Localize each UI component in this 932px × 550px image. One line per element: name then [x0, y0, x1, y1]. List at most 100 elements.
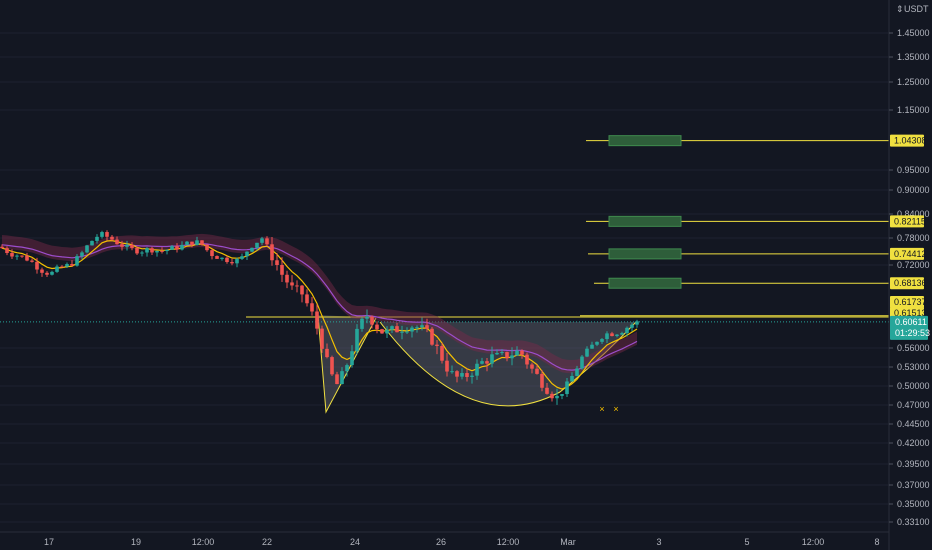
candle-body: [185, 241, 189, 245]
price-tick-label: 0.37000: [897, 480, 930, 490]
candle-body: [530, 364, 534, 369]
time-tick-label: 17: [44, 537, 54, 547]
candle-body: [75, 256, 79, 266]
candle-body: [15, 255, 19, 257]
candle-body: [60, 266, 64, 268]
candle-body: [40, 269, 44, 273]
candle-body: [420, 325, 424, 328]
candle-body: [105, 232, 109, 237]
candle-body: [160, 250, 164, 252]
price-tick-label: 1.45000: [897, 28, 930, 38]
candle-body: [115, 239, 119, 245]
price-tick-label: 0.84000: [897, 209, 930, 219]
candle-body: [500, 352, 504, 354]
candle-body: [595, 341, 599, 345]
candle-body: [400, 331, 404, 333]
x-marker: ×: [613, 404, 618, 414]
candle-body: [550, 393, 554, 399]
candle-body: [280, 265, 284, 275]
countdown-label: 01:29:53: [895, 328, 930, 338]
candle-body: [210, 250, 214, 257]
candle-body: [290, 282, 294, 286]
candle-body: [430, 328, 434, 345]
candle-body: [130, 244, 134, 248]
candle-body: [65, 264, 69, 267]
price-tick-label: 0.78000: [897, 233, 930, 243]
candle-body: [435, 344, 439, 347]
candle-body: [440, 346, 444, 361]
level-price-tag: [890, 215, 924, 228]
candle-body: [580, 356, 584, 369]
time-tick-label: 12:00: [497, 537, 520, 547]
candle-body: [600, 339, 604, 342]
candle-body: [620, 333, 624, 335]
time-tick-label: 5: [744, 537, 749, 547]
candle-body: [85, 245, 89, 253]
candle-body: [275, 260, 279, 266]
candle-body: [230, 262, 234, 264]
price-tick-label: 0.39500: [897, 459, 930, 469]
candle-body: [370, 316, 374, 325]
candle-body: [175, 246, 179, 250]
candle-body: [395, 326, 399, 333]
price-tick-label: 1.35000: [897, 52, 930, 62]
level-price-tag-label: 0.61737: [894, 297, 927, 307]
candle-body: [245, 251, 249, 257]
time-tick-label: 26: [436, 537, 446, 547]
moving-averages: [1, 233, 638, 390]
candle-body: [340, 371, 344, 385]
time-tick-label: 12:00: [802, 537, 825, 547]
candle-body: [135, 247, 139, 254]
candle-body: [590, 344, 594, 349]
candle-body: [225, 257, 229, 263]
candle-body: [155, 250, 159, 253]
candle-body: [285, 274, 289, 283]
candle-body: [345, 365, 349, 372]
level-price-tag: [890, 247, 924, 260]
candle-body: [195, 240, 199, 245]
time-axis[interactable]: 17 19 12:00 22 24 26 12:00 Mar 3 5 12:00 8: [44, 537, 880, 547]
price-tick-label: 0.56000: [897, 343, 930, 353]
level-price-tag-label: 0.82115: [894, 216, 926, 226]
candle-body: [450, 371, 454, 373]
currency-marker-icon: ⇕: [896, 4, 904, 14]
candle-body: [575, 368, 579, 376]
candle-body: [30, 260, 34, 262]
candle-body: [220, 257, 224, 259]
candle-body: [180, 244, 184, 250]
candle-body: [70, 264, 74, 266]
candle-body: [200, 240, 204, 245]
candle-body: [260, 238, 264, 243]
candle-body: [120, 244, 124, 247]
candle-body: [560, 394, 564, 396]
level-price-tag-label: 0.74412: [894, 249, 927, 259]
candle-body: [320, 328, 324, 349]
candle-body: [585, 348, 589, 357]
time-tick-label: 3: [656, 537, 661, 547]
level-price-tag: [890, 296, 924, 308]
candle-body: [405, 331, 409, 333]
price-tags: 1.04308 0.82115 0.74412 0.68136 0.617370.615…: [890, 134, 930, 340]
candle-body: [165, 249, 169, 252]
candle-body: [565, 381, 569, 395]
candle-body: [540, 373, 544, 388]
candle-body: [555, 395, 559, 399]
cup-outline: [379, 321, 637, 407]
price-tick-label: 0.33100: [897, 517, 930, 527]
price-tick-label: 0.35000: [897, 499, 930, 509]
price-tick-label: 0.90000: [897, 185, 930, 195]
pattern-drawing: [0, 314, 889, 414]
candle-body: [295, 285, 299, 287]
candle-body: [215, 256, 219, 259]
candle-body: [145, 248, 149, 253]
price-axis[interactable]: 1.45000 1.35000 1.25000 1.15000 0.95000 0.900…: [889, 28, 930, 527]
candle-body: [325, 348, 329, 358]
ema-fast-line: [1, 239, 638, 390]
candle-body: [250, 247, 254, 252]
candle-body: [95, 236, 99, 241]
candle-body: [5, 248, 9, 254]
candle-body: [505, 352, 509, 359]
candle-body: [525, 354, 529, 365]
price-tick-label: 0.47000: [897, 400, 930, 410]
